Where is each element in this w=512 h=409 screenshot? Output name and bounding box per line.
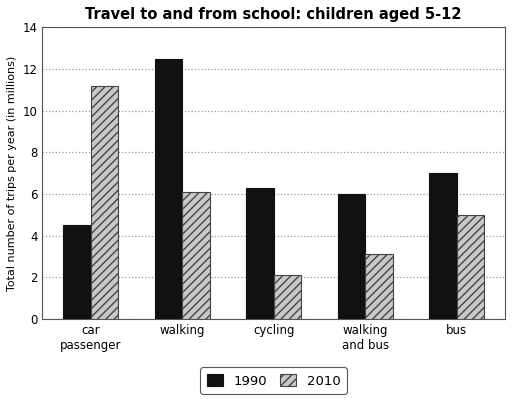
Y-axis label: Total number of trips per year (in millions): Total number of trips per year (in milli…: [7, 56, 17, 291]
Bar: [63, 225, 91, 319]
Bar: [182, 192, 210, 319]
Bar: [365, 254, 393, 319]
Bar: [429, 173, 457, 319]
Legend: 1990, 2010: 1990, 2010: [200, 368, 347, 394]
Bar: [457, 215, 484, 319]
Title: Travel to and from school: children aged 5-12: Travel to and from school: children aged…: [86, 7, 462, 22]
Bar: [274, 275, 301, 319]
Bar: [246, 188, 274, 319]
Bar: [338, 194, 365, 319]
Bar: [155, 58, 182, 319]
Bar: [91, 85, 118, 319]
